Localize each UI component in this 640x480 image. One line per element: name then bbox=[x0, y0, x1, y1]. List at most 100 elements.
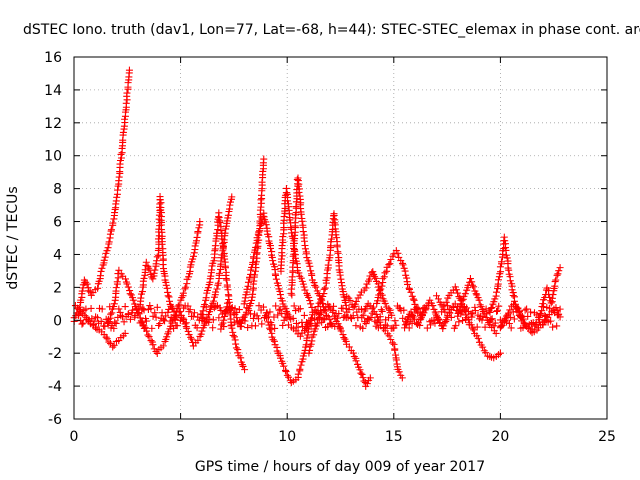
data-point-plus bbox=[441, 308, 449, 316]
data-point-plus bbox=[509, 292, 517, 300]
data-point-plus bbox=[126, 290, 134, 298]
data-point-plus bbox=[232, 340, 240, 348]
data-point-plus bbox=[303, 334, 311, 342]
y-tick-label: -2 bbox=[48, 346, 62, 362]
data-point-plus bbox=[515, 308, 523, 316]
y-tick-label: 16 bbox=[44, 50, 62, 66]
data-point-plus bbox=[553, 322, 561, 330]
data-point-plus bbox=[552, 276, 560, 284]
data-point-plus bbox=[521, 319, 529, 327]
data-point-plus bbox=[337, 327, 345, 335]
data-point-plus bbox=[458, 297, 466, 305]
data-point-plus bbox=[188, 335, 196, 343]
data-point-plus bbox=[341, 298, 349, 306]
data-point-plus bbox=[434, 295, 442, 303]
data-point-plus bbox=[510, 297, 518, 305]
data-point-plus bbox=[260, 155, 268, 163]
data-point-plus bbox=[291, 231, 299, 239]
data-point-plus bbox=[143, 327, 151, 335]
data-point-plus bbox=[330, 211, 338, 219]
data-point-plus bbox=[213, 285, 221, 293]
data-point-plus bbox=[107, 226, 115, 234]
data-point-plus bbox=[266, 324, 274, 332]
data-point-plus bbox=[556, 264, 564, 272]
data-point-plus bbox=[337, 279, 345, 287]
data-point-plus bbox=[301, 245, 309, 253]
data-point-plus bbox=[150, 269, 158, 277]
data-point-plus bbox=[377, 285, 385, 293]
y-tick-label: 0 bbox=[53, 313, 62, 329]
data-point-plus bbox=[556, 313, 564, 321]
data-point-plus bbox=[308, 314, 316, 322]
data-point-plus bbox=[454, 312, 462, 320]
data-point-plus bbox=[359, 374, 367, 382]
data-point-plus bbox=[139, 305, 147, 313]
data-point-plus bbox=[274, 311, 282, 319]
data-point-plus bbox=[278, 297, 286, 305]
data-point-plus bbox=[201, 301, 209, 309]
data-point-plus bbox=[329, 308, 337, 316]
data-point-plus bbox=[474, 334, 482, 342]
data-point-plus bbox=[199, 307, 207, 315]
data-point-plus bbox=[346, 296, 354, 304]
data-point-plus bbox=[149, 341, 157, 349]
data-point-plus bbox=[232, 344, 240, 352]
data-point-plus bbox=[454, 289, 462, 297]
data-point-plus bbox=[212, 288, 220, 296]
data-point-plus bbox=[152, 313, 160, 321]
data-point-plus bbox=[193, 233, 201, 241]
data-point-plus bbox=[76, 303, 84, 311]
data-point-plus bbox=[452, 286, 460, 294]
data-point-plus bbox=[117, 312, 125, 320]
data-point-plus bbox=[235, 306, 243, 314]
data-point-plus bbox=[249, 253, 257, 261]
data-point-plus bbox=[183, 324, 191, 332]
data-point-plus bbox=[98, 264, 106, 272]
data-point-plus bbox=[507, 324, 515, 332]
data-point-plus bbox=[376, 318, 384, 326]
data-point-plus bbox=[487, 304, 495, 312]
data-point-plus bbox=[391, 317, 399, 325]
data-point-plus bbox=[179, 289, 187, 297]
data-point-plus bbox=[553, 307, 561, 315]
data-point-plus bbox=[340, 334, 348, 342]
x-tick-label: 25 bbox=[598, 429, 616, 445]
data-point-plus bbox=[112, 319, 120, 327]
data-point-plus bbox=[121, 303, 129, 311]
data-point-plus bbox=[296, 365, 304, 373]
data-point-plus bbox=[103, 247, 111, 255]
data-point-plus bbox=[339, 331, 347, 339]
data-point-plus bbox=[492, 288, 500, 296]
data-point-plus bbox=[468, 278, 476, 286]
data-point-plus bbox=[285, 313, 293, 321]
data-point-plus bbox=[101, 253, 109, 261]
data-point-plus bbox=[282, 307, 290, 315]
data-point-plus bbox=[517, 311, 525, 319]
data-point-plus bbox=[549, 323, 557, 331]
data-point-plus bbox=[535, 313, 543, 321]
data-point-plus bbox=[110, 341, 118, 349]
data-point-plus bbox=[357, 369, 365, 377]
data-point-plus bbox=[505, 320, 513, 328]
data-point-plus bbox=[378, 307, 386, 315]
data-point-plus bbox=[554, 270, 562, 278]
data-point-plus bbox=[385, 332, 393, 340]
data-point-plus bbox=[295, 188, 303, 196]
data-point-plus bbox=[288, 291, 296, 299]
data-point-plus bbox=[190, 309, 198, 317]
data-point-plus bbox=[297, 210, 305, 218]
data-point-plus bbox=[180, 316, 188, 324]
data-point-plus bbox=[378, 282, 386, 290]
data-point-plus bbox=[101, 322, 109, 330]
data-point-plus bbox=[174, 302, 182, 310]
data-point-plus bbox=[469, 281, 477, 289]
data-point-plus bbox=[312, 283, 320, 291]
data-point-plus bbox=[521, 306, 529, 314]
data-point-plus bbox=[256, 225, 264, 233]
data-point-plus bbox=[326, 315, 334, 323]
data-point-plus bbox=[488, 304, 496, 312]
data-point-plus bbox=[228, 193, 236, 201]
data-point-plus bbox=[306, 297, 314, 305]
data-point-plus bbox=[100, 256, 108, 264]
data-point-plus bbox=[399, 314, 407, 322]
